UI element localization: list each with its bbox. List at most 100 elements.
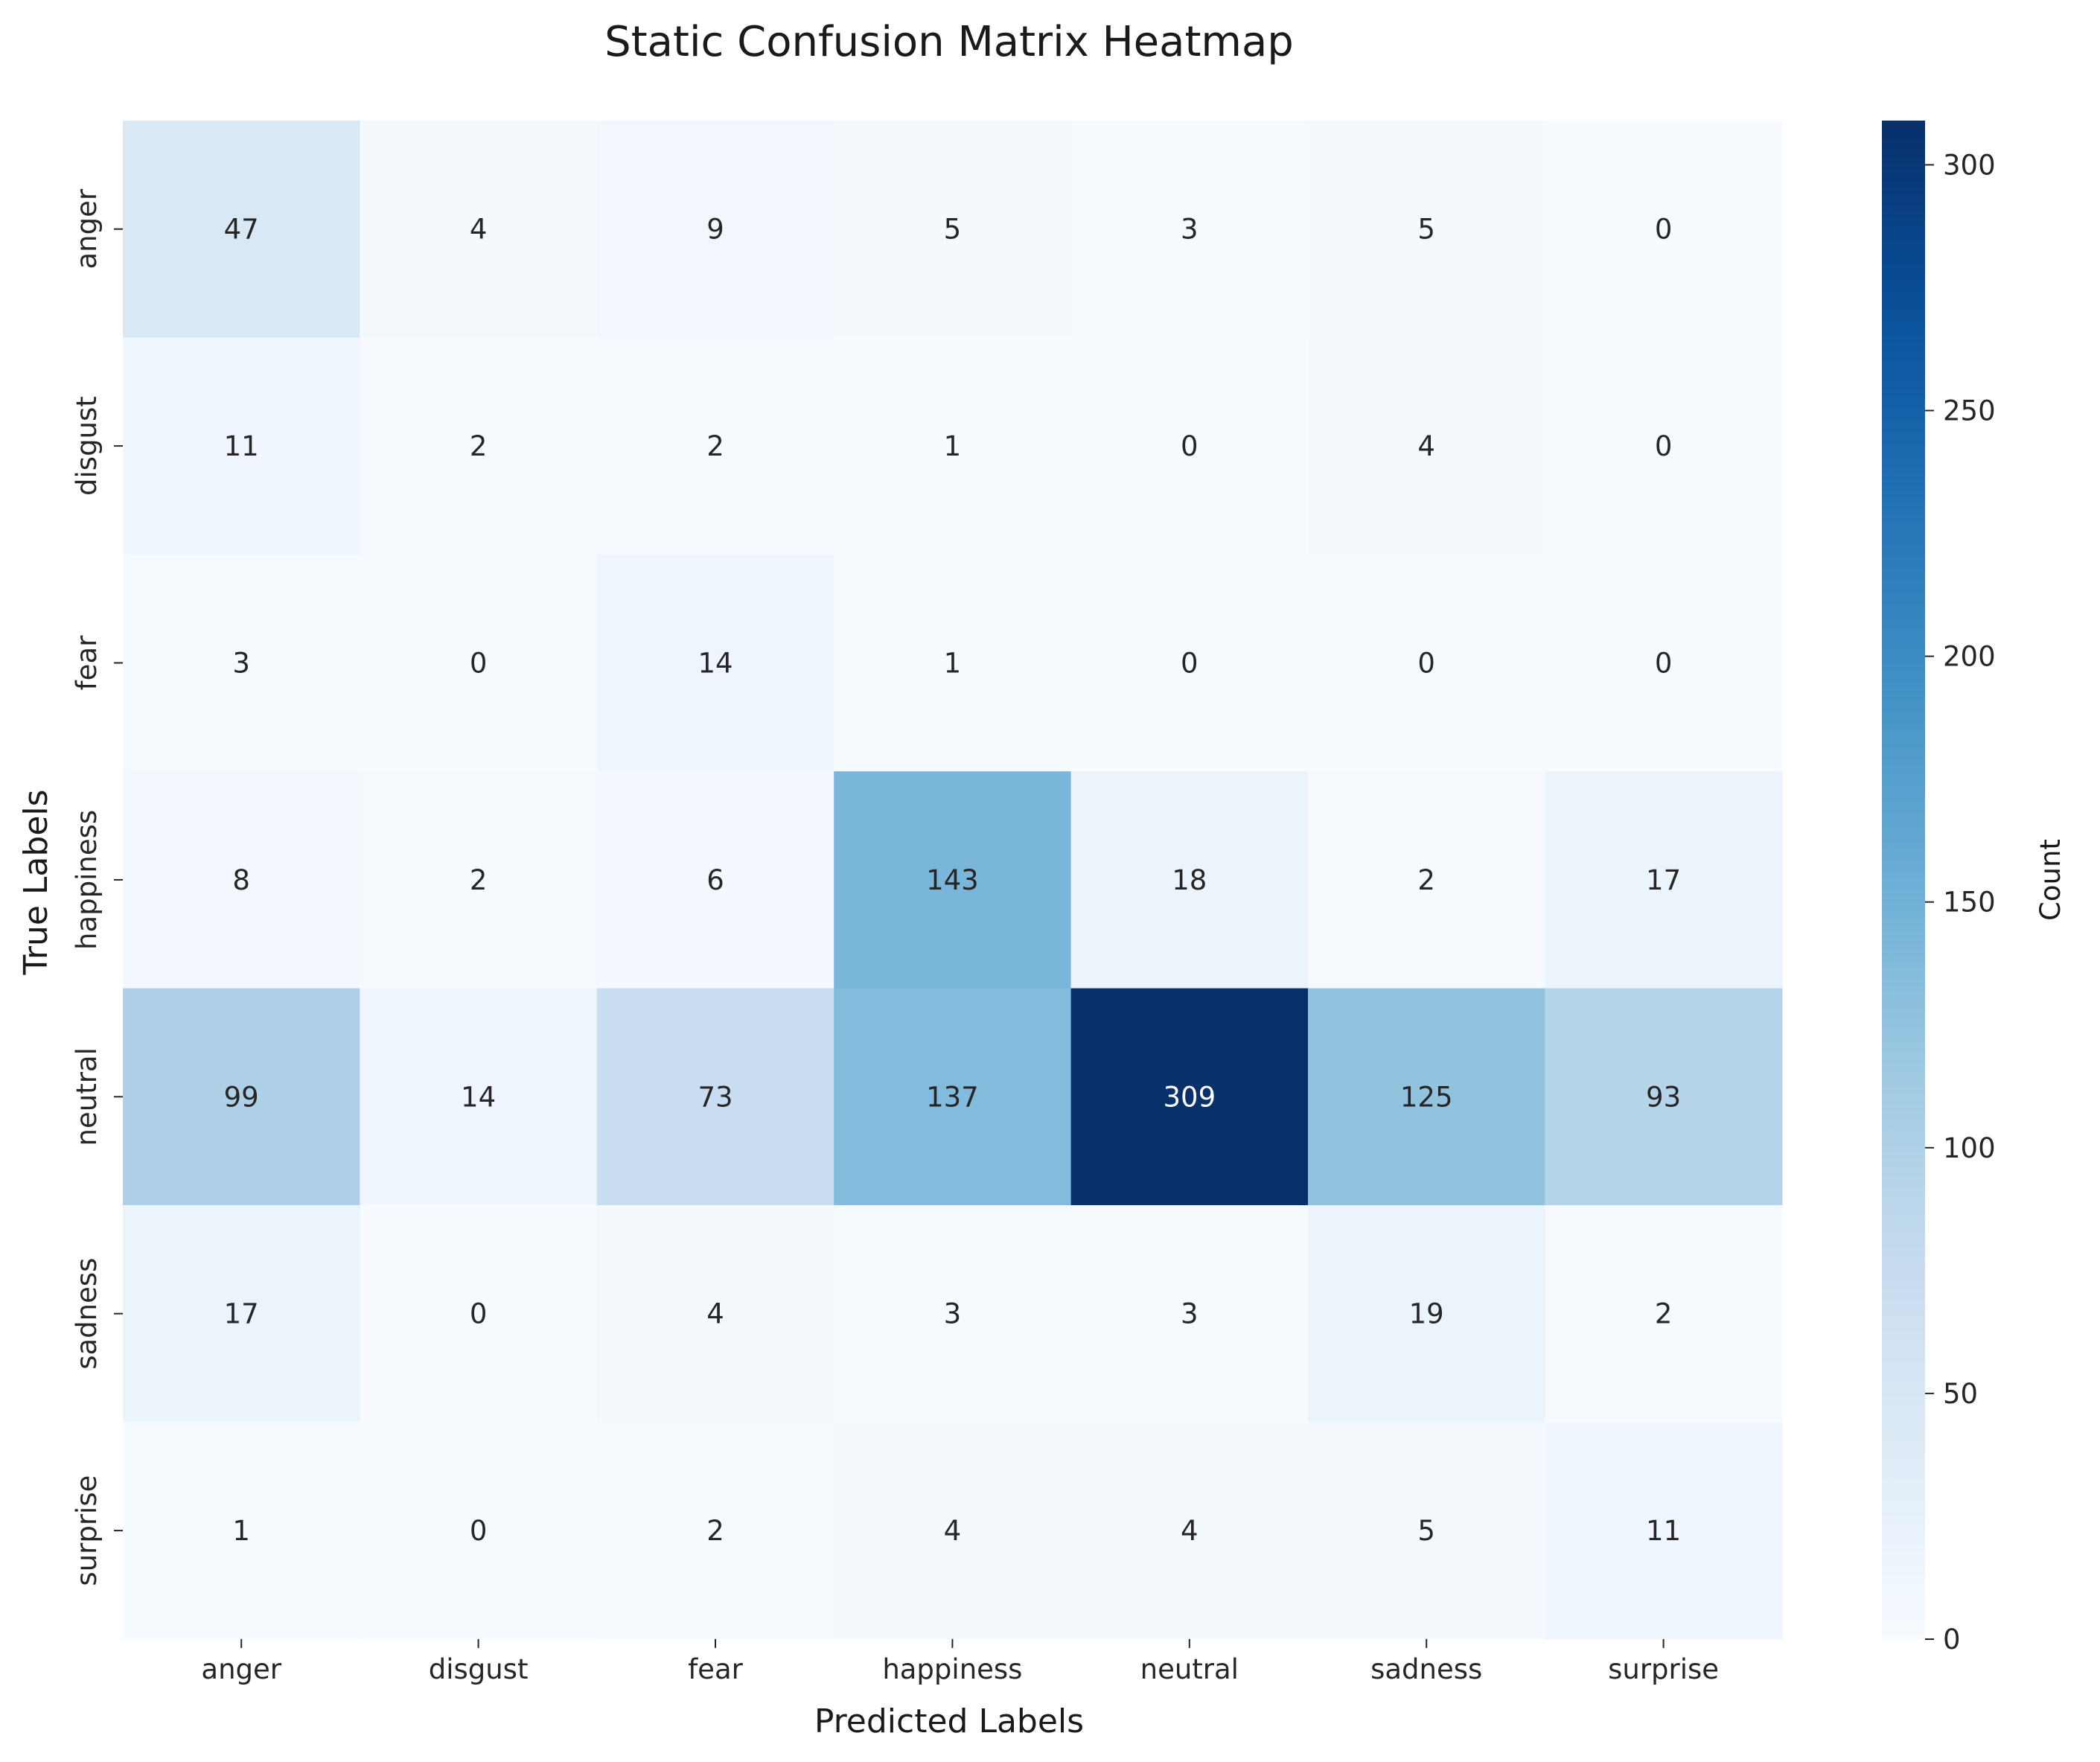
cell-value-label: 5	[944, 214, 962, 246]
heatmap-cell	[1070, 337, 1309, 555]
cell-value-label: 18	[1172, 864, 1207, 896]
cell-value-label: 4	[1417, 430, 1435, 462]
colorbar-label: Count	[2034, 839, 2067, 921]
cell-value-label: 1	[232, 1515, 250, 1547]
y-tick-label: fear	[71, 635, 103, 690]
heatmap-cell	[1545, 554, 1783, 772]
heatmap-cell	[596, 554, 834, 772]
heatmap-cell	[1545, 988, 1783, 1206]
cell-value-label: 143	[926, 864, 979, 896]
cell-value-label: 2	[470, 430, 488, 462]
y-tick-label: surprise	[71, 1475, 103, 1586]
colorbar-tick-label: 100	[1943, 1132, 1996, 1164]
heatmap-cell	[596, 1422, 834, 1640]
heatmap-cell	[123, 554, 360, 772]
colorbar-ticks: 0 50 100 150 200 250 300	[1925, 149, 1996, 1656]
heatmap-cell	[1070, 121, 1309, 338]
cell-value-label: 0	[470, 1515, 488, 1547]
heatmap-cell	[834, 771, 1072, 989]
y-axis: anger disgust fear happiness neutral sadness s…	[71, 188, 123, 1586]
cell-value-label: 3	[944, 1298, 962, 1330]
cell-value-label: 17	[224, 1298, 259, 1330]
colorbar-tick-label: 50	[1943, 1378, 1978, 1410]
heatmap-cell	[360, 771, 598, 989]
cell-value-label: 4	[470, 214, 488, 246]
heatmap-cell	[1308, 771, 1545, 989]
x-tick-label: neutral	[1140, 1653, 1239, 1685]
cell-value-label: 0	[1655, 430, 1673, 462]
colorbar-tick-label: 250	[1943, 395, 1996, 427]
heatmap-cell	[123, 337, 360, 555]
x-tick-label: surprise	[1608, 1653, 1719, 1685]
y-tick-label: anger	[71, 188, 103, 269]
cell-value-label: 47	[224, 214, 259, 246]
cell-value-label: 5	[1417, 214, 1435, 246]
cell-value-label: 17	[1646, 864, 1681, 896]
heatmap-cell	[123, 1422, 360, 1640]
cell-value-label: 0	[1417, 648, 1435, 680]
cell-value-label: 0	[1655, 214, 1673, 246]
cell-value-label: 14	[461, 1081, 496, 1113]
heatmap-cell	[360, 337, 598, 555]
cell-value-label: 2	[706, 1515, 724, 1547]
colorbar-tick-label: 300	[1943, 149, 1996, 181]
heatmap-cell	[1308, 337, 1545, 555]
heatmap-cell	[596, 771, 834, 989]
colorbar	[1882, 121, 1925, 1639]
cell-value-label: 6	[706, 864, 724, 896]
heatmap-cell	[1070, 988, 1309, 1206]
cell-value-label: 8	[232, 864, 250, 896]
heatmap-cell	[1308, 554, 1545, 772]
heatmap-cells	[123, 121, 1783, 1640]
cell-value-label: 5	[1417, 1515, 1435, 1547]
heatmap-cell	[834, 337, 1072, 555]
x-tick-label: fear	[688, 1653, 743, 1685]
heatmap-cell	[834, 1422, 1072, 1640]
cell-value-label: 4	[1181, 1515, 1199, 1547]
heatmap-cell	[1070, 554, 1309, 772]
cell-value-label: 137	[926, 1081, 979, 1113]
y-axis-label: True Labels	[17, 789, 55, 975]
heatmap-cell	[1545, 121, 1783, 338]
heatmap-cell	[360, 1422, 598, 1640]
y-tick-label: sadness	[71, 1258, 103, 1370]
y-tick-label: disgust	[71, 396, 103, 496]
cell-value-label: 2	[1417, 864, 1435, 896]
heatmap-cell	[596, 337, 834, 555]
cell-value-label: 1	[944, 430, 962, 462]
heatmap-cell	[1308, 1422, 1545, 1640]
colorbar-tick-label: 150	[1943, 887, 1996, 919]
y-tick-label: neutral	[71, 1047, 103, 1146]
cell-value-label: 309	[1163, 1081, 1216, 1113]
x-axis-label: Predicted Labels	[814, 1702, 1084, 1740]
x-axis: anger disgust fear happiness neutral sadness s…	[201, 1638, 1719, 1685]
cell-value-label: 2	[470, 864, 488, 896]
heatmap-cell	[834, 121, 1072, 338]
heatmap-cell	[360, 121, 598, 338]
cell-value-label: 0	[470, 1298, 488, 1330]
cell-value-label: 11	[224, 430, 259, 462]
colorbar-tick-label: 0	[1943, 1624, 1961, 1656]
heatmap-cell	[834, 1205, 1072, 1423]
cell-value-label: 0	[1655, 648, 1673, 680]
cell-value-label: 0	[1181, 430, 1199, 462]
heatmap-cell	[1545, 337, 1783, 555]
heatmap-cell	[1070, 1422, 1309, 1640]
heatmap-cell	[1070, 771, 1309, 989]
heatmap-cell	[360, 554, 598, 772]
heatmap-cell	[360, 1205, 598, 1423]
cell-value-label: 99	[224, 1081, 259, 1113]
cell-value-label: 3	[232, 648, 250, 680]
colorbar-tick-label: 200	[1943, 641, 1996, 673]
cell-value-label: 14	[698, 648, 733, 680]
heatmap-cell	[1308, 988, 1545, 1206]
heatmap-cell	[360, 988, 598, 1206]
heatmap-cell	[834, 554, 1072, 772]
cell-value-label: 125	[1400, 1081, 1453, 1113]
cell-value-label: 11	[1646, 1515, 1681, 1547]
cell-value-label: 4	[706, 1298, 724, 1330]
cell-value-label: 93	[1646, 1081, 1681, 1113]
cell-value-label: 0	[470, 648, 488, 680]
